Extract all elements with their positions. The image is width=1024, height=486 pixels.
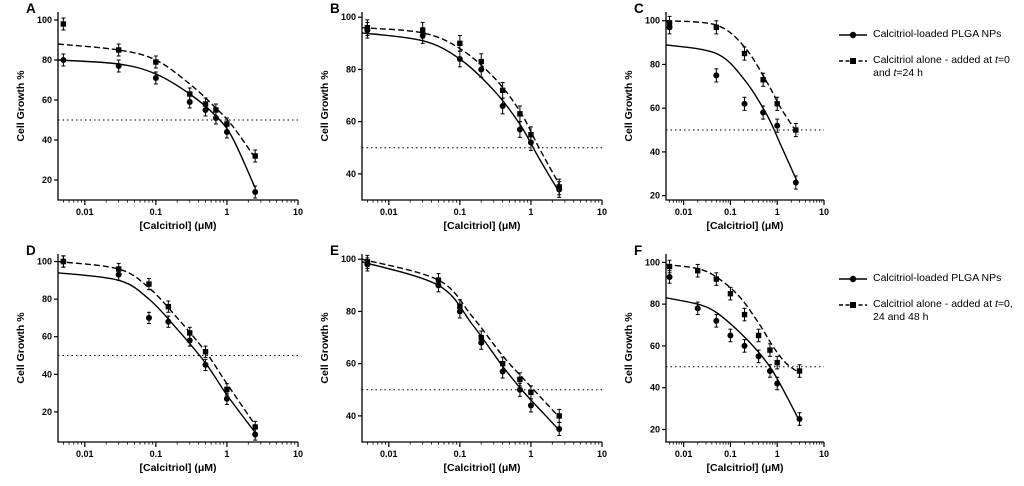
svg-text:40: 40: [650, 383, 660, 393]
svg-text:0.01: 0.01: [380, 449, 398, 459]
circle-marker-icon: [839, 31, 867, 39]
chart-panel-a: 20 40 60 80 100 0.01 0.1 1 10 [Calcitriol] (μM) Ce…: [14, 4, 306, 241]
legend-item: Calcitriol-loaded PLGA NPs: [838, 28, 1024, 42]
legend-label: Calcitriol-loaded PLGA NPs: [873, 28, 1002, 40]
svg-text:1: 1: [224, 207, 229, 217]
svg-text:40: 40: [42, 135, 52, 145]
svg-text:1: 1: [528, 207, 533, 217]
svg-text:0.1: 0.1: [150, 207, 163, 217]
svg-text:10: 10: [597, 207, 607, 217]
svg-text:80: 80: [650, 59, 660, 69]
svg-text:60: 60: [650, 341, 660, 351]
square-marker-icon: [839, 301, 867, 308]
panel-label-f: F: [634, 243, 643, 258]
chart-panel-c: 20 40 60 80 100 0.01 0.1 1 10 [Calcitriol] (μM) Ce…: [622, 4, 832, 241]
svg-text:100: 100: [341, 12, 356, 22]
svg-text:Cell Growth %: Cell Growth %: [623, 312, 635, 384]
svg-text:100: 100: [341, 254, 356, 264]
svg-text:0.01: 0.01: [76, 449, 94, 459]
svg-text:60: 60: [346, 117, 356, 127]
svg-text:100: 100: [645, 16, 660, 26]
svg-text:100: 100: [37, 15, 52, 25]
chart-panel-e: 40 60 80 100 0.01 0.1 1 10 [Calcitriol] (μM) Cell…: [318, 246, 610, 483]
svg-text:10: 10: [819, 449, 829, 459]
legend-item: Calcitriol-loaded PLGA NPs: [838, 272, 1024, 286]
svg-text:Cell Growth %: Cell Growth %: [623, 70, 635, 142]
svg-text:0.01: 0.01: [380, 207, 398, 217]
svg-text:[Calcitriol] (μM): [Calcitriol] (μM): [443, 220, 520, 232]
svg-text:20: 20: [42, 407, 52, 417]
square-marker-icon: [839, 57, 867, 64]
svg-text:60: 60: [346, 359, 356, 369]
svg-text:40: 40: [346, 169, 356, 179]
panel-d: D 20 40 60 80 100 0.01 0.1 1 10 [Calcitriol] (μM)…: [14, 243, 306, 483]
chart-panel-f: 20 40 60 80 100 0.01 0.1 1 10 [Calcitriol] (μM) Ce…: [622, 246, 832, 483]
svg-text:10: 10: [293, 449, 303, 459]
svg-text:[Calcitriol] (μM): [Calcitriol] (μM): [139, 462, 216, 474]
panel-label-c: C: [634, 1, 644, 16]
panel-label-b: B: [330, 1, 340, 16]
legend-item: Calcitriol alone - added at t=0, 24 and …: [838, 298, 1024, 325]
svg-text:[Calcitriol] (μM): [Calcitriol] (μM): [139, 220, 216, 232]
svg-text:20: 20: [42, 175, 52, 185]
panel-b: B 40 60 80 100 0.01 0.1 1 10 [Calcitriol] (μM) Ce…: [318, 1, 610, 241]
svg-text:Cell Growth %: Cell Growth %: [15, 312, 27, 384]
legend-item: Calcitriol alone - added at t=0 and t=24…: [838, 54, 1024, 81]
legend-label: Calcitriol alone - added at t=0 and t=24…: [873, 53, 1010, 80]
svg-text:[Calcitriol] (μM): [Calcitriol] (μM): [443, 462, 520, 474]
svg-text:100: 100: [37, 257, 52, 267]
svg-text:0.01: 0.01: [76, 207, 94, 217]
svg-text:100: 100: [645, 257, 660, 267]
svg-text:Cell Growth %: Cell Growth %: [319, 312, 331, 384]
panel-c: C 20 40 60 80 100 0.01 0.1 1 10 [Calcitriol] (μM)…: [622, 1, 832, 241]
svg-text:40: 40: [650, 147, 660, 157]
svg-text:Cell Growth %: Cell Growth %: [319, 70, 331, 142]
legend-top: Calcitriol-loaded PLGA NPs Calcitriol alo…: [838, 28, 1024, 81]
legend-bottom: Calcitriol-loaded PLGA NPs Calcitriol alo…: [838, 272, 1024, 325]
panel-e: E 40 60 80 100 0.01 0.1 1 10 [Calcitriol] (μM) Ce…: [318, 243, 610, 483]
legend-label: Calcitriol-loaded PLGA NPs: [873, 272, 1002, 284]
panel-label-a: A: [26, 1, 36, 16]
svg-text:60: 60: [42, 95, 52, 105]
svg-text:0.1: 0.1: [150, 449, 163, 459]
svg-text:80: 80: [42, 294, 52, 304]
svg-text:0.1: 0.1: [724, 449, 737, 459]
legend-label: Calcitriol alone - added at t=0, 24 and …: [873, 297, 1013, 324]
svg-text:Cell Growth %: Cell Growth %: [15, 70, 27, 142]
svg-text:10: 10: [597, 449, 607, 459]
svg-text:60: 60: [42, 332, 52, 342]
svg-text:80: 80: [346, 306, 356, 316]
svg-text:40: 40: [346, 411, 356, 421]
svg-text:1: 1: [775, 449, 780, 459]
panel-label-e: E: [330, 243, 340, 258]
svg-text:1: 1: [224, 449, 229, 459]
svg-text:40: 40: [42, 369, 52, 379]
svg-text:10: 10: [293, 207, 303, 217]
svg-text:60: 60: [650, 103, 660, 113]
svg-text:0.01: 0.01: [675, 449, 693, 459]
circle-marker-icon: [839, 275, 867, 283]
svg-text:1: 1: [528, 449, 533, 459]
panel-label-d: D: [26, 243, 36, 258]
panel-f: F 20 40 60 80 100 0.01 0.1 1 10 [Calcitriol] (μM)…: [622, 243, 832, 483]
panel-a: A 20 40 60 80 100 0.01 0.1 1 10 [Calcitriol] (μM)…: [14, 1, 306, 241]
svg-text:80: 80: [346, 64, 356, 74]
svg-text:0.1: 0.1: [454, 449, 467, 459]
chart-panel-b: 40 60 80 100 0.01 0.1 1 10 [Calcitriol] (μM) Cell…: [318, 4, 610, 241]
svg-text:20: 20: [650, 424, 660, 434]
svg-text:[Calcitriol] (μM): [Calcitriol] (μM): [706, 462, 783, 474]
svg-text:10: 10: [819, 207, 829, 217]
svg-text:80: 80: [42, 55, 52, 65]
svg-text:0.1: 0.1: [454, 207, 467, 217]
chart-panel-d: 20 40 60 80 100 0.01 0.1 1 10 [Calcitriol] (μM) Ce…: [14, 246, 306, 483]
svg-text:80: 80: [650, 299, 660, 309]
svg-text:0.01: 0.01: [675, 207, 693, 217]
svg-text:20: 20: [650, 191, 660, 201]
svg-text:1: 1: [775, 207, 780, 217]
svg-text:[Calcitriol] (μM): [Calcitriol] (μM): [706, 220, 783, 232]
svg-text:0.1: 0.1: [724, 207, 737, 217]
